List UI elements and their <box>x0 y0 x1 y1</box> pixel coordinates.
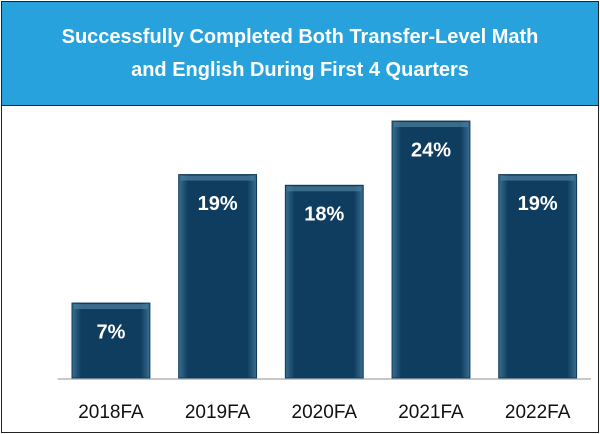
bar-bevel <box>500 175 575 181</box>
bar <box>178 174 258 379</box>
bar <box>391 120 471 379</box>
data-label: 7% <box>96 321 125 343</box>
x-tick-label: 2022FA <box>505 402 571 423</box>
x-tick-label: 2019FA <box>185 402 251 423</box>
x-tick-label: 2018FA <box>78 402 144 423</box>
bar-bevel <box>287 186 362 192</box>
x-tick-label: 2021FA <box>398 402 464 423</box>
bar <box>498 174 578 379</box>
title-banner: Successfully Completed Both Transfer-Lev… <box>2 2 598 106</box>
data-label: 24% <box>411 139 451 161</box>
bar-bevel <box>74 304 148 310</box>
bar <box>71 302 151 379</box>
data-label: 18% <box>304 204 344 226</box>
bar-bevel <box>394 122 468 128</box>
bar <box>284 184 364 379</box>
x-tick-label: 2020FA <box>292 402 358 423</box>
chart-title: Successfully Completed Both Transfer-Lev… <box>61 25 539 81</box>
data-label: 19% <box>518 193 558 215</box>
bar-bevel <box>180 175 255 181</box>
data-label: 19% <box>198 193 238 215</box>
